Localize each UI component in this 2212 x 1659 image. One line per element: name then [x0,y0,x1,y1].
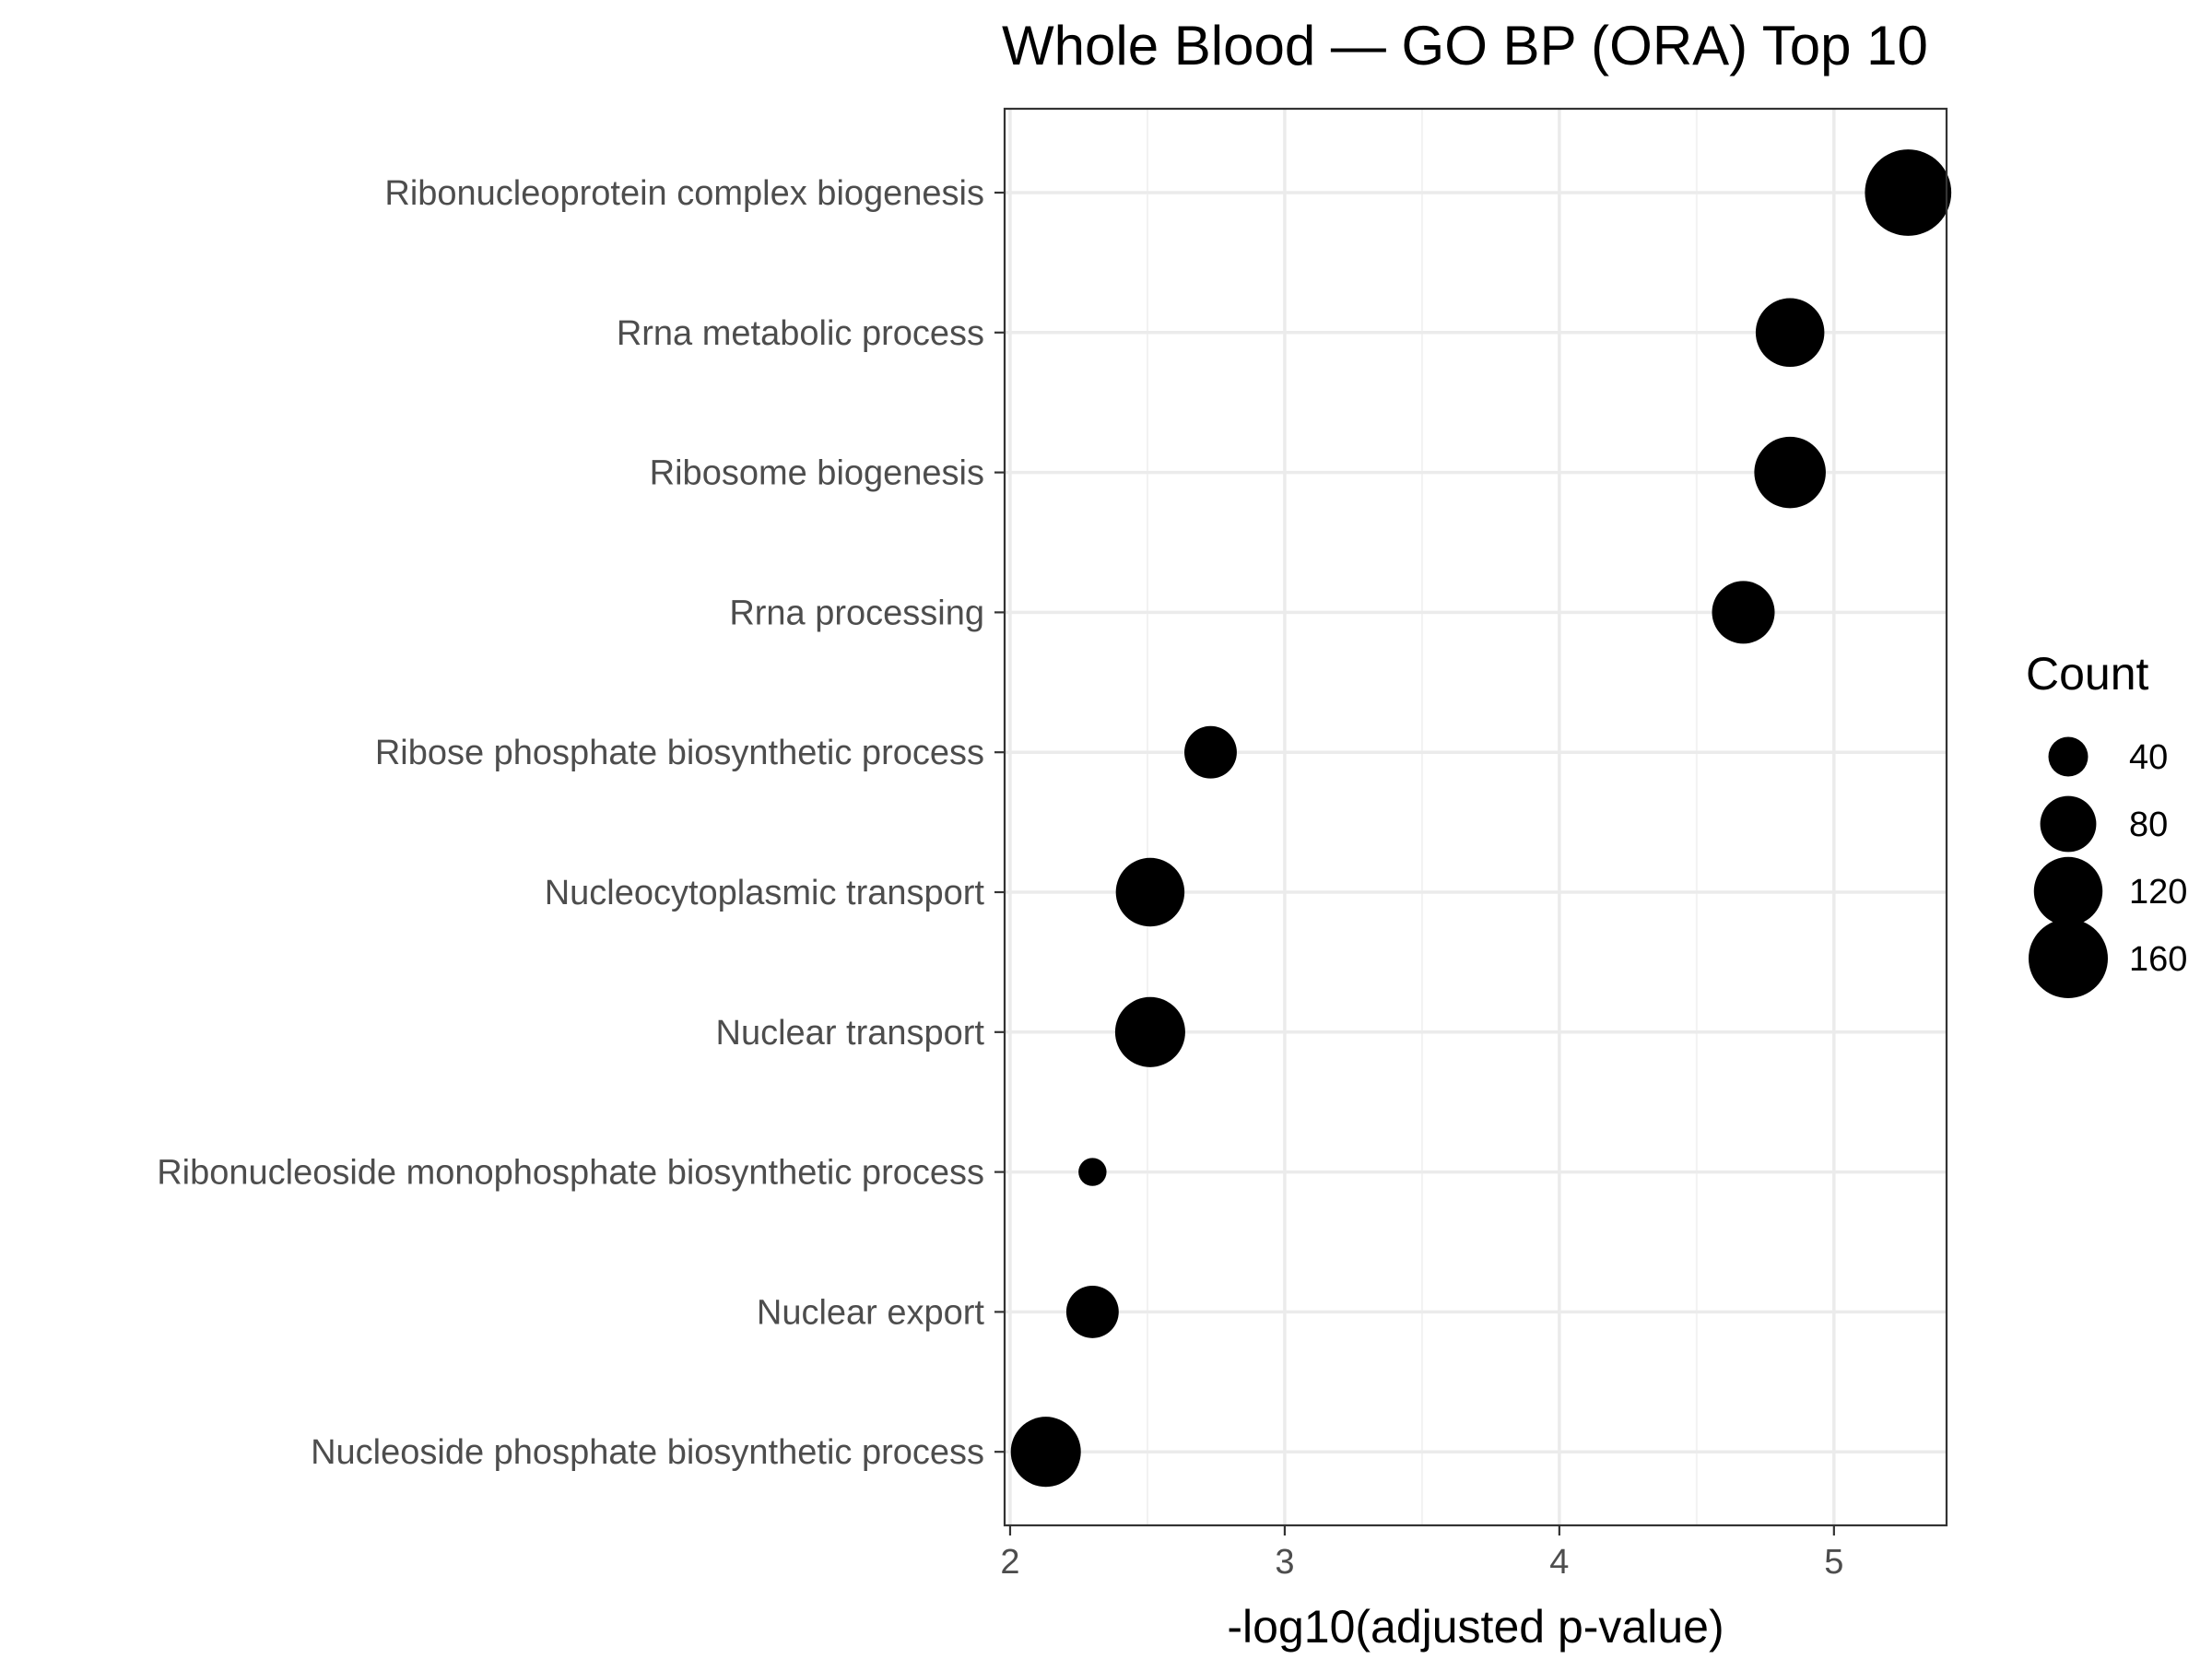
x-tick-label: 3 [1275,1543,1294,1582]
data-point [1755,298,1825,368]
data-point [1184,725,1237,779]
data-point [1010,1417,1081,1488]
y-tick-label: Ribosome biogenesis [650,454,984,493]
data-point [1712,581,1775,644]
data-point [1754,436,1826,509]
legend-title: Count [2026,648,2149,700]
legend-key-label: 120 [2129,873,2187,912]
data-point [1065,1285,1119,1338]
y-tick-label: Ribose phosphate biosynthetic process [375,734,984,772]
x-axis-title: -log10(adjusted p-value) [1227,1601,1724,1653]
x-tick-label: 5 [1824,1543,1843,1582]
y-axis: Ribonucleoprotein complex biogenesis Rrna… [157,174,1005,1472]
x-axis: 2 3 4 5 [1000,1525,1843,1582]
data-point [1078,1158,1107,1186]
y-tick-label: Nucleoside phosphate biosynthetic proces… [311,1433,984,1472]
legend-key-point [2028,918,2109,999]
data-point [1865,149,1952,236]
y-tick-label: Rrna processing [729,594,984,632]
x-tick-label: 2 [1000,1543,1019,1582]
y-tick-label: Ribonucleoprotein complex biogenesis [384,174,984,213]
point-layer [1010,149,1952,1488]
data-point [1115,857,1185,927]
legend-key-point [2040,795,2097,853]
y-tick-label: Rrna metabolic process [617,314,984,353]
y-tick-label: Nuclear transport [716,1014,985,1053]
y-tick-label: Nuclear export [757,1293,985,1332]
legend-keys: 40 80 120 160 [2028,736,2187,999]
legend-key-label: 40 [2129,738,2168,777]
legend-key-point [2048,736,2088,777]
plot-border [1003,107,1948,1527]
legend-key-label: 160 [2129,940,2187,979]
chart-title: Whole Blood — GO BP (ORA) Top 10 [1002,15,1928,76]
legend-key-label: 80 [2129,806,2168,844]
size-legend: Count 40 80 120 160 [2026,648,2187,999]
y-tick-label: Nucleocytoplasmic transport [545,874,985,912]
y-tick-label: Ribonucleoside monophosphate biosyntheti… [157,1154,984,1193]
data-point [1114,996,1185,1067]
plot-panel [1003,107,1952,1527]
legend-key-point [2033,856,2103,926]
x-tick-label: 4 [1549,1543,1569,1582]
